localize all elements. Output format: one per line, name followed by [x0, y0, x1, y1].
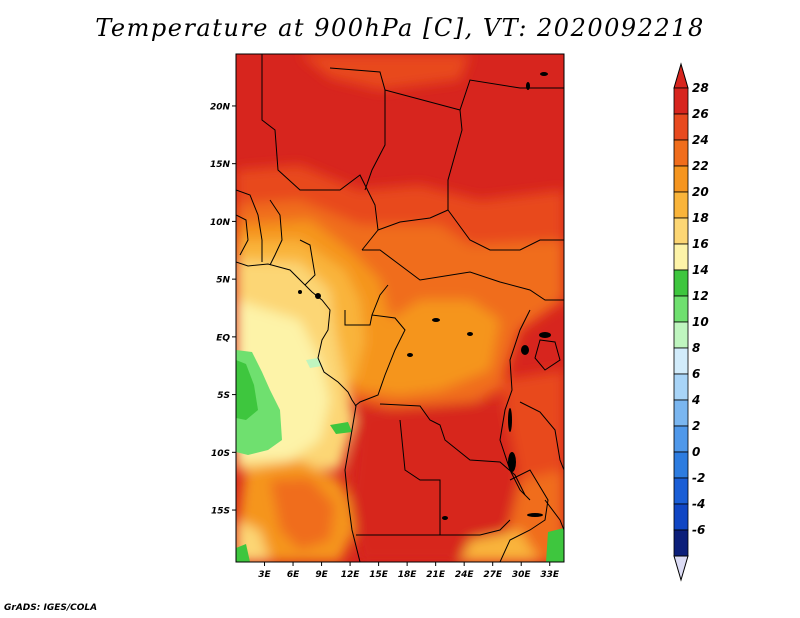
longitude-axis: 3E 6E 9E 12E 15E 18E 21E 24E 27E 30E 33E: [258, 562, 560, 580]
colorbar-label: 10: [692, 315, 709, 329]
colorbar-label: -6: [692, 523, 705, 537]
colorbar-label: 2: [692, 419, 700, 433]
colorbar-swatch: [673, 165, 689, 193]
colorbar-label: 26: [692, 107, 709, 121]
lat-tick-label: 20N: [210, 102, 231, 112]
colorbar-swatch: [673, 243, 689, 271]
lon-tick-label: 3E: [258, 570, 271, 580]
colorbar-swatch: [673, 87, 689, 115]
colorbar-swatch: [673, 321, 689, 349]
colorbar-swatch: [673, 503, 689, 531]
lon-tick-label: 33E: [540, 570, 560, 580]
colorbar-label: 28: [692, 81, 709, 95]
lon-tick-label: 15E: [369, 570, 389, 580]
lon-tick-label: 6E: [287, 570, 300, 580]
lon-tick-label: 9E: [315, 570, 328, 580]
colorbar-swatch: [673, 529, 689, 557]
lon-tick-label: 27E: [483, 570, 503, 580]
lat-tick-label: 15N: [210, 160, 231, 170]
colorbar-label: 20: [692, 185, 709, 199]
colorbar-swatch: [673, 113, 689, 141]
colorbar-label: 24: [692, 133, 709, 147]
colorbar-label: 0: [692, 445, 700, 459]
colorbar-swatch: [673, 139, 689, 167]
lat-tick-label: 5N: [216, 276, 230, 286]
colorbar-label: 4: [691, 393, 700, 407]
grads-credit: GrADS: IGES/COLA: [4, 603, 98, 613]
colorbar-label: 12: [692, 289, 709, 303]
colorbar-swatch: [673, 269, 689, 297]
colorbar-label: -4: [692, 497, 705, 511]
colorbar-label: 14: [692, 263, 709, 277]
lat-tick-label: 10N: [210, 218, 231, 228]
map-title: Temperature at 900hPa [C], VT: 202009221…: [95, 14, 705, 42]
lat-tick-label: 5S: [217, 391, 230, 401]
colorbar-label: 22: [692, 159, 709, 173]
colorbar-label: 8: [692, 341, 700, 355]
colorbar-swatch: [673, 373, 689, 401]
country-borders: [236, 54, 564, 562]
latitude-axis: 20N 15N 10N 5N EQ 5S 10S 15S: [210, 102, 236, 517]
colorbar-swatch: [673, 295, 689, 323]
lakes: [298, 72, 551, 520]
lat-tick-label: 10S: [211, 449, 230, 459]
colorbar-swatch: [673, 217, 689, 245]
colorbar-swatch: [673, 477, 689, 505]
colorbar-swatch: [673, 191, 689, 219]
temperature-field: [236, 54, 564, 562]
lon-tick-label: 24E: [455, 570, 475, 580]
colorbar-label: 16: [692, 237, 709, 251]
lat-tick-label: 15S: [211, 507, 230, 517]
lon-tick-label: 30E: [512, 570, 532, 580]
lon-tick-label: 12E: [341, 570, 361, 580]
lon-tick-label: 18E: [398, 570, 418, 580]
colorbar-top-arrow: [673, 62, 689, 89]
colorbar-label: 6: [692, 367, 700, 381]
colorbar-label: -2: [692, 471, 705, 485]
map-frame: [235, 53, 565, 563]
colorbar-swatch: [673, 399, 689, 427]
colorbar-swatch: [673, 451, 689, 479]
colorbar-label: 18: [692, 211, 709, 225]
colorbar-swatch: [673, 347, 689, 375]
lat-tick-label: EQ: [216, 333, 230, 343]
colorbar-bottom-arrow: [673, 555, 689, 582]
lon-tick-label: 21E: [426, 570, 446, 580]
colorbar-swatch: [673, 425, 689, 453]
